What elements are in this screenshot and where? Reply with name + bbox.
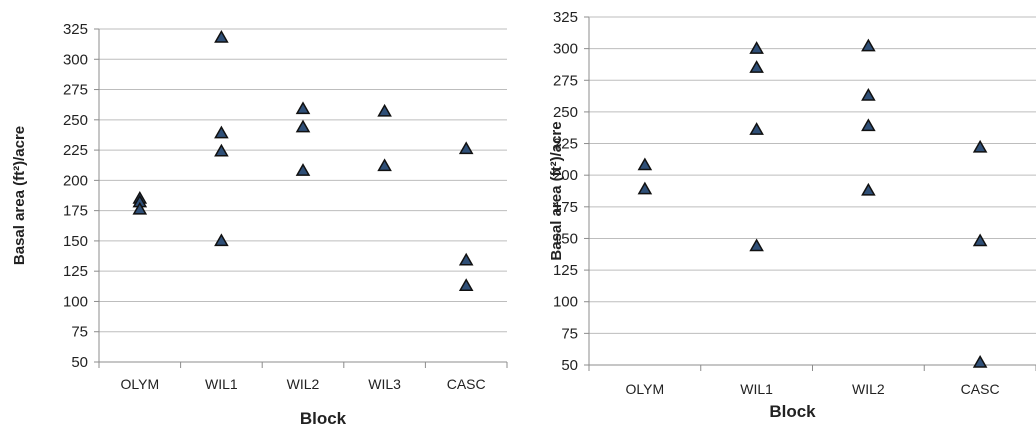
x-tick-label: CASC	[447, 376, 486, 392]
y-tick-label: 325	[553, 9, 578, 26]
y-tick-label: 300	[553, 41, 578, 58]
data-point	[972, 354, 988, 368]
y-tick-label: 275	[63, 82, 88, 99]
data-point	[214, 29, 229, 43]
y-tick-label: 50	[71, 354, 88, 371]
y-tick-label: 125	[63, 263, 88, 280]
x-axis-title: Block	[769, 402, 816, 421]
y-tick-label: 75	[71, 324, 88, 341]
y-axis-title: Basal area (ft²)/acre	[11, 126, 28, 265]
y-tick-label: 150	[63, 233, 88, 250]
x-tick-label: CASC	[961, 381, 1000, 397]
data-point	[861, 118, 876, 132]
x-tick-label: WIL1	[740, 381, 773, 397]
y-tick-label: 250	[63, 112, 88, 129]
y-tick-label: 275	[553, 72, 578, 89]
x-tick-label: WIL3	[368, 376, 401, 392]
y-tick-label: 125	[553, 262, 578, 279]
data-point	[749, 60, 764, 73]
y-tick-label: 100	[63, 293, 88, 310]
data-point	[861, 38, 876, 52]
data-point	[861, 87, 876, 101]
data-point	[749, 41, 764, 54]
y-tick-label: 75	[561, 325, 578, 342]
data-point	[458, 141, 474, 155]
data-point	[637, 181, 653, 195]
data-point	[295, 119, 311, 133]
data-point	[637, 157, 653, 171]
y-tick-label: 200	[63, 172, 88, 189]
data-point	[377, 158, 392, 172]
x-tick-label: WIL2	[852, 381, 885, 397]
x-tick-label: WIL2	[287, 376, 320, 392]
x-axis-title: Block	[300, 409, 347, 428]
data-point	[861, 182, 876, 196]
y-tick-label: 200	[553, 167, 578, 184]
y-tick-label: 250	[553, 104, 578, 121]
data-point	[214, 125, 229, 139]
y-axis-title: Basal area (ft²)/acre	[548, 121, 565, 260]
y-tick-label: 50	[561, 357, 578, 374]
y-tick-label: 225	[63, 142, 88, 159]
data-point	[377, 103, 392, 117]
chart-right: 50 75 100 125 150 175 200 225 250 275 300 325 OLYM WI…	[548, 9, 1036, 421]
data-point	[295, 163, 311, 176]
data-point	[749, 122, 764, 135]
chart-left: 50 75 100 125 150 175 200 225 250 275 300 325 OLYM WI…	[11, 21, 508, 428]
y-tick-label: 100	[553, 294, 578, 311]
x-tick-label: WIL1	[205, 376, 238, 392]
data-point	[295, 101, 311, 115]
data-point	[214, 143, 229, 157]
data-point	[972, 139, 988, 153]
data-point	[749, 238, 764, 252]
y-tick-label: 225	[553, 136, 578, 153]
data-point	[214, 233, 229, 247]
x-tick-label: OLYM	[626, 381, 665, 397]
data-point	[458, 278, 474, 291]
data-point	[132, 201, 148, 215]
y-tick-label: 325	[63, 21, 88, 38]
y-tick-label: 300	[63, 51, 88, 68]
x-tick-label: OLYM	[120, 376, 159, 392]
data-point	[972, 233, 988, 247]
y-tick-label: 175	[63, 203, 88, 220]
y-tick-label: 150	[553, 230, 578, 247]
data-point	[458, 252, 474, 266]
y-tick-label: 175	[553, 199, 578, 216]
